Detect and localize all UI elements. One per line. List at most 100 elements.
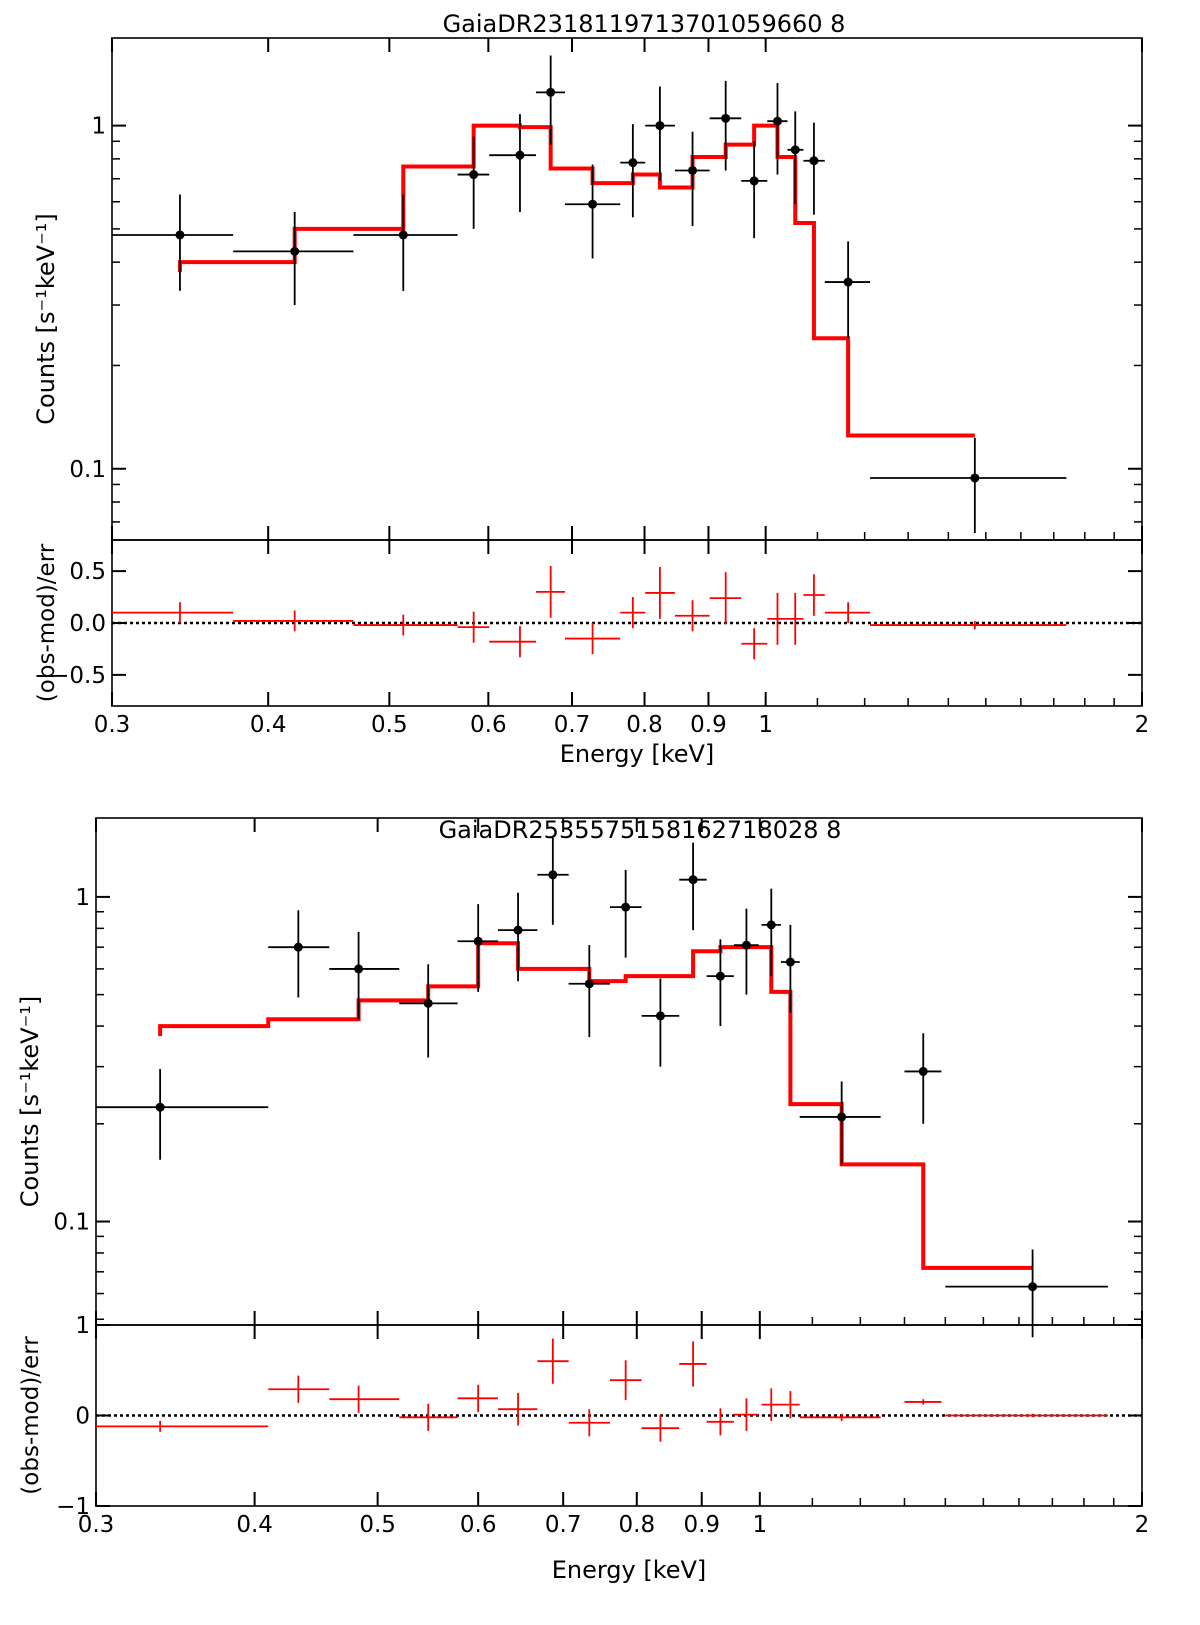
- data-point: [803, 122, 825, 215]
- y-axis-label: Counts [s⁻¹keV⁻¹]: [16, 996, 44, 1207]
- x-tick-label: 0.6: [460, 1512, 497, 1538]
- residual-point: [674, 600, 710, 632]
- residual-point: [706, 1408, 734, 1436]
- data-marker: [688, 875, 698, 885]
- residual-point: [641, 1414, 680, 1442]
- residual-point: [870, 620, 1067, 630]
- data-marker: [741, 940, 751, 950]
- data-point: [787, 111, 804, 205]
- data-point: [945, 1249, 1108, 1338]
- spectrum-figure-1: GaiaDR2318119713701059660 8 0.1 1 0.3 0.4 0.…: [32, 10, 1149, 768]
- chart-title-1: GaiaDR2318119713701059660 8: [443, 10, 846, 38]
- residual-point: [535, 565, 565, 618]
- residual-point: [767, 592, 788, 645]
- residual-y-axis-label: (obs-mod)/err: [18, 1336, 44, 1495]
- residual-point: [489, 626, 536, 658]
- data-marker: [1028, 1282, 1038, 1292]
- residual-y-tick-label: 0.5: [69, 559, 106, 585]
- x-tick-label: 0.8: [626, 712, 663, 738]
- data-marker: [843, 277, 853, 287]
- x-tick-label: 0.3: [94, 712, 131, 738]
- data-marker: [469, 170, 479, 180]
- y-tick-label: 1: [75, 885, 90, 911]
- x-tick-label: 0.4: [236, 1512, 273, 1538]
- data-point: [767, 83, 788, 175]
- data-point: [609, 870, 642, 958]
- residual-point: [329, 1385, 400, 1413]
- x-axis-label: Energy [keV]: [560, 740, 715, 768]
- data-marker: [688, 165, 698, 175]
- residual-point: [609, 1360, 642, 1401]
- main-plot-frame: [95, 817, 1143, 1326]
- residual-plot-frame: [111, 539, 1143, 707]
- data-point: [709, 80, 742, 171]
- residual-point: [537, 1338, 569, 1384]
- data-marker: [548, 870, 558, 880]
- data-point: [535, 55, 565, 145]
- data-point: [679, 842, 707, 931]
- residual-point: [399, 1403, 458, 1431]
- residual-point: [799, 1413, 881, 1421]
- data-point: [498, 892, 538, 982]
- data-point: [620, 124, 646, 218]
- residual-y-tick-label: 1: [75, 1313, 90, 1339]
- data-point: [457, 904, 499, 992]
- y-tick-label: 0.1: [53, 1210, 90, 1236]
- residual-point: [645, 566, 675, 619]
- residual-point: [498, 1392, 538, 1426]
- data-marker: [785, 957, 795, 967]
- x-tick-label: 0.4: [250, 712, 287, 738]
- data-marker: [621, 902, 631, 912]
- data-point: [904, 1033, 942, 1124]
- y-tick-label: 1: [91, 114, 106, 140]
- data-marker: [473, 936, 483, 946]
- data-point: [96, 1069, 269, 1160]
- x-tick-label: 0.9: [690, 712, 727, 738]
- data-point: [799, 1081, 881, 1165]
- x-tick-label: 2: [1135, 1512, 1150, 1538]
- residual-point: [568, 1409, 610, 1437]
- data-marker: [354, 964, 364, 974]
- x-tick-label: 0.5: [371, 712, 408, 738]
- y-axis-label: Counts [s⁻¹keV⁻¹]: [32, 213, 60, 424]
- data-point: [824, 241, 871, 339]
- data-point: [761, 888, 781, 977]
- residual-point: [803, 574, 825, 616]
- residual-point: [709, 572, 742, 625]
- residual-point: [233, 610, 354, 632]
- x-tick-label: 1: [753, 1512, 768, 1538]
- data-point: [564, 164, 621, 259]
- residual-point: [761, 1388, 781, 1421]
- residual-point: [945, 1413, 1108, 1418]
- main-plot-frame: [111, 37, 1143, 541]
- spectrum-figure-2: GaiaDR2535575158162718028 8 0.1 1 0.3 0.4 0.…: [16, 816, 1149, 1584]
- data-marker: [546, 87, 556, 97]
- residual-point: [824, 602, 871, 623]
- residual-point: [904, 1399, 942, 1405]
- x-tick-label: 0.9: [683, 1512, 720, 1538]
- data-point: [268, 910, 330, 998]
- residual-point: [457, 1384, 499, 1412]
- residual-y-tick-label: −1: [56, 1494, 90, 1520]
- data-marker: [837, 1112, 847, 1122]
- residual-point: [780, 1391, 800, 1419]
- data-marker: [175, 230, 185, 240]
- data-point: [329, 931, 400, 1020]
- residual-point: [112, 602, 234, 623]
- x-tick-label: 1: [758, 712, 773, 738]
- data-point: [568, 945, 610, 1038]
- residual-point: [268, 1375, 330, 1403]
- x-axis-label: Energy [keV]: [552, 1556, 707, 1584]
- residual-point: [741, 628, 768, 660]
- data-point: [399, 964, 458, 1058]
- data-marker: [721, 113, 731, 123]
- model-step-line: [158, 941, 1033, 1270]
- residual-point: [733, 1398, 759, 1431]
- chart-title-2: GaiaDR2535575158162718028 8: [439, 816, 842, 844]
- data-marker: [772, 116, 782, 126]
- data-point: [641, 978, 680, 1067]
- data-point: [870, 437, 1067, 533]
- residual-y-tick-label: 0: [75, 1404, 90, 1430]
- residual-y-tick-label: 0.0: [69, 611, 106, 637]
